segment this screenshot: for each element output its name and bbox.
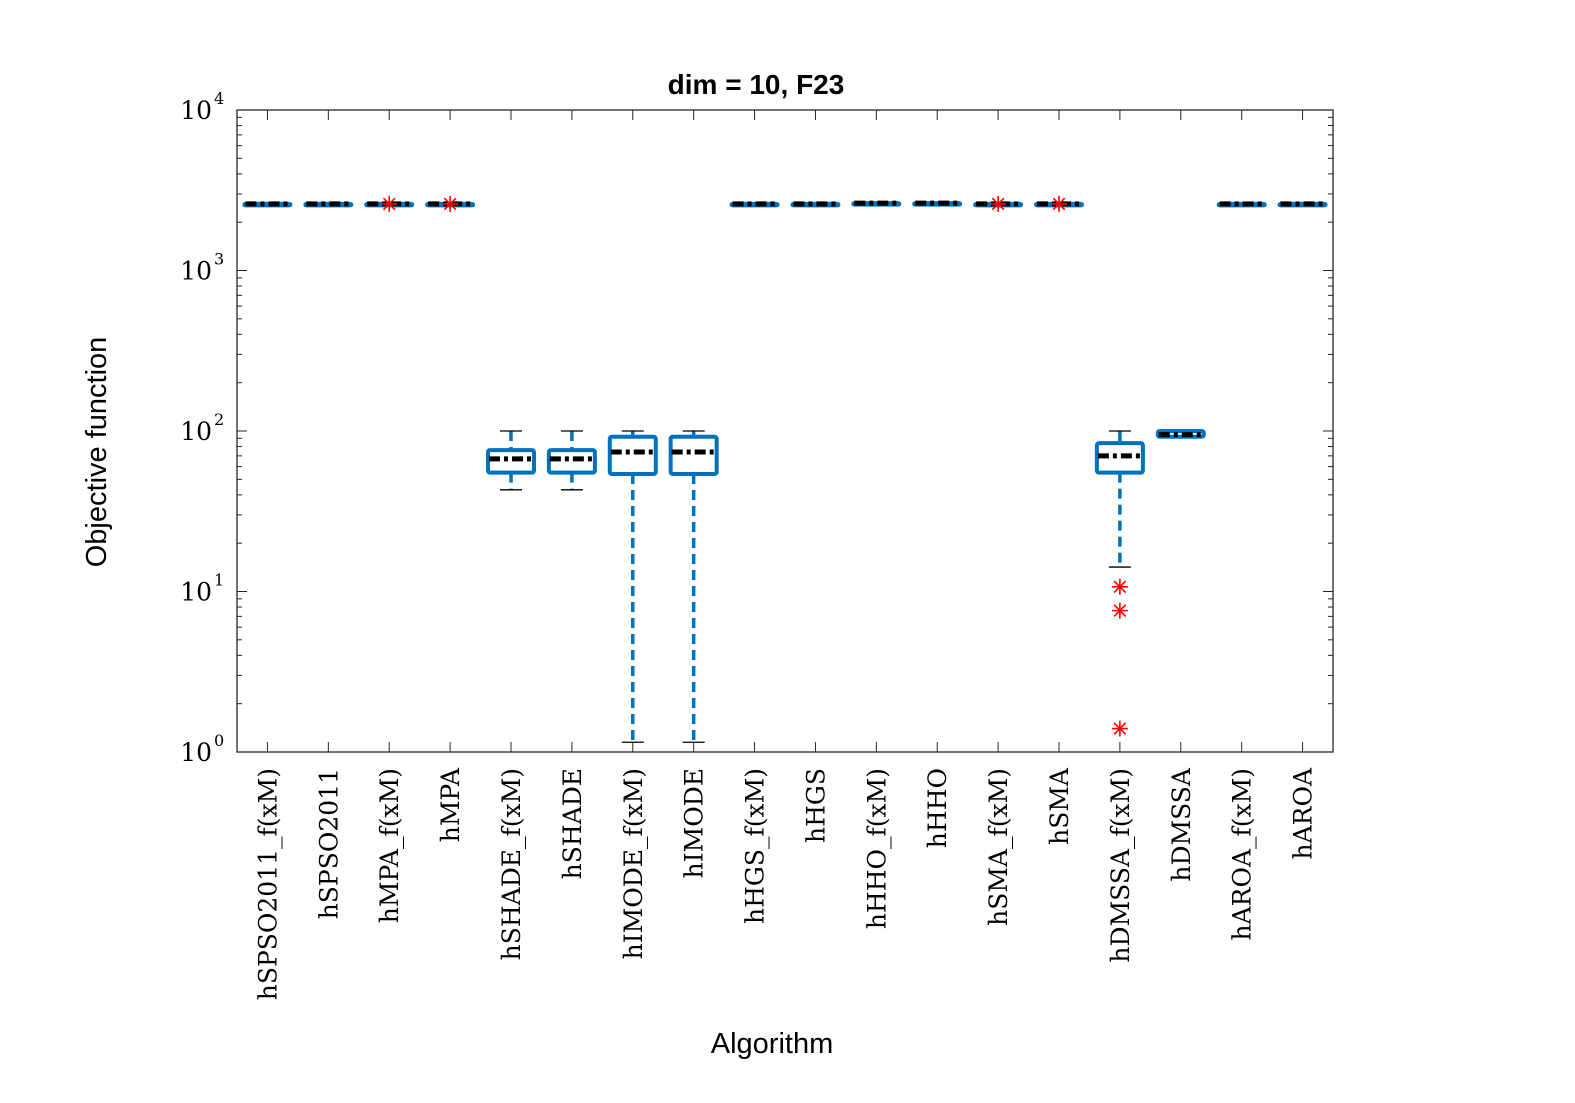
x-tick-label: hMPA_f(xM) [375,768,404,923]
box-iqr [912,201,963,207]
box-hHHO [912,200,963,207]
box-iqr [729,201,780,208]
outlier-stroke [1113,604,1127,617]
y-tick-label: 10 [180,417,212,446]
x-tick-label: hHGS [801,768,830,843]
box-hMPA_f(xM) [364,195,415,212]
box-iqr [851,201,902,207]
x-tick-label: hDMSSA_f(xM) [1106,768,1135,963]
box-hIMODE_f(xM) [607,430,658,743]
box-iqr [607,434,658,476]
y-tick-label: 10 [180,578,212,607]
box-hDMSSA [1155,429,1206,439]
box-iqr [242,201,293,208]
chart-title: dim = 10, F23 [668,69,845,100]
x-tick-label: hIMODE_f(xM) [619,768,648,959]
x-tick-label: hHHO_f(xM) [862,768,891,929]
y-tick-label-exponent: 0 [214,731,224,750]
outlier-stroke [991,197,1005,211]
y-tick-label-exponent: 2 [214,410,224,429]
x-tick-label: hSHADE_f(xM) [497,768,526,960]
box-hSPSO2011 [303,201,354,208]
axes [236,109,1334,753]
box-hSHADE [546,430,597,491]
box-hSMA_f(xM) [973,195,1024,212]
y-tick-label: 10 [180,257,212,286]
x-tick-label: hSMA [1045,767,1074,845]
outlier-stroke [1113,722,1127,735]
x-tick-label: hSHADE [558,768,587,879]
x-tick-label: hHHO [923,768,952,848]
outlier-marker [990,195,1007,212]
box-hSMA [1034,195,1084,212]
outlier-marker [1111,578,1128,595]
x-tick-label: hHGS_f(xM) [741,768,770,924]
box-iqr [1094,441,1145,475]
y-tick-label-exponent: 4 [214,89,224,108]
x-tick-label: hAROA [1289,767,1318,859]
box-iqr [668,434,719,476]
box-hMPA [425,195,476,212]
y-axis-label: Objective function [81,337,113,568]
box-iqr [1277,201,1328,208]
box-hIMODE [668,430,719,743]
outlier-marker [1111,720,1128,737]
box-iqr [1216,201,1267,208]
box-iqr [790,201,841,208]
box-iqr [486,448,536,475]
outlier-stroke [382,197,396,211]
box-hSPSO2011_f(xM) [242,201,293,208]
outlier-stroke [443,197,457,211]
outlier-marker [1111,602,1128,619]
y-tick-label: 10 [180,96,212,125]
box-hAROA_f(xM) [1216,201,1267,208]
y-tick-label: 10 [180,738,212,767]
boxes [242,195,1328,743]
box-iqr [1155,429,1206,439]
box-hHGS_f(xM) [729,201,780,208]
box-hHHO_f(xM) [851,200,902,207]
x-tick-labels: hSPSO2011_f(xM) hSPSO2011 hMPA_f(xM) hMPA hS… [253,767,1317,1000]
box-hAROA [1277,201,1328,208]
box-hSHADE_f(xM) [486,430,536,491]
outlier-marker [381,195,398,212]
box-hHGS [790,201,841,208]
y-tick-label-exponent: 3 [214,250,224,269]
x-tick-label: hSPSO2011 [314,768,343,919]
outlier-marker [442,195,459,212]
box-iqr [546,448,597,475]
box-hDMSSA_f(xM) [1094,430,1145,737]
x-tick-label: hSMA_f(xM) [984,768,1013,926]
outlier-stroke [1052,197,1066,211]
x-tick-label: hIMODE [680,768,709,878]
outlier-marker [1051,195,1067,212]
x-tick-label: hAROA_f(xM) [1228,768,1257,941]
x-axis-label: Algorithm [711,1028,834,1060]
outlier-stroke [1113,580,1127,594]
box-iqr [303,201,354,208]
y-tick-label-exponent: 1 [214,571,224,590]
x-tick-label: hDMSSA [1167,767,1196,882]
x-tick-label: hMPA [436,767,465,842]
x-tick-label: hSPSO2011_f(xM) [253,768,282,1000]
